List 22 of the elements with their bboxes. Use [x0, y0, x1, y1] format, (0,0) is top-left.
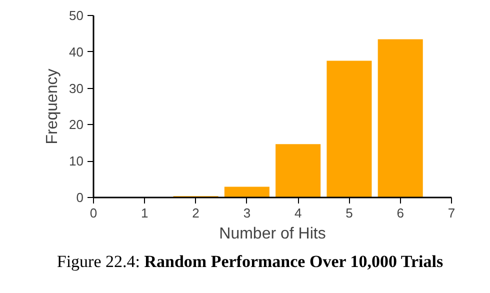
x-tick-label: 1: [141, 206, 148, 220]
x-tick-label: 2: [192, 206, 200, 220]
y-axis-title: Frequency: [44, 68, 62, 144]
bar: [376, 38, 424, 198]
x-tick-label: 4: [294, 206, 302, 220]
caption: Figure 22.4:: [56, 252, 140, 271]
y-tick-label: 10: [69, 154, 84, 169]
x-tick-label: 3: [243, 206, 251, 220]
y-tick-label: 0: [76, 190, 84, 205]
x-axis-title: Number of Hits: [219, 226, 326, 242]
bar: [274, 143, 322, 198]
y-tick-label: 40: [69, 44, 84, 60]
bar: [326, 60, 373, 198]
x-tick-label: 5: [346, 206, 353, 220]
text: Random Performance Over 10,000 Trials: [144, 252, 444, 271]
x-tick-label: 6: [396, 206, 404, 220]
y-tick-label: 30: [69, 80, 84, 96]
y-tick-label: 20: [69, 117, 84, 132]
bar: [223, 186, 270, 198]
y-tick-label: 50: [69, 8, 84, 23]
x-tick-label: 0: [90, 206, 98, 220]
x-tick-label: 7: [448, 206, 456, 220]
